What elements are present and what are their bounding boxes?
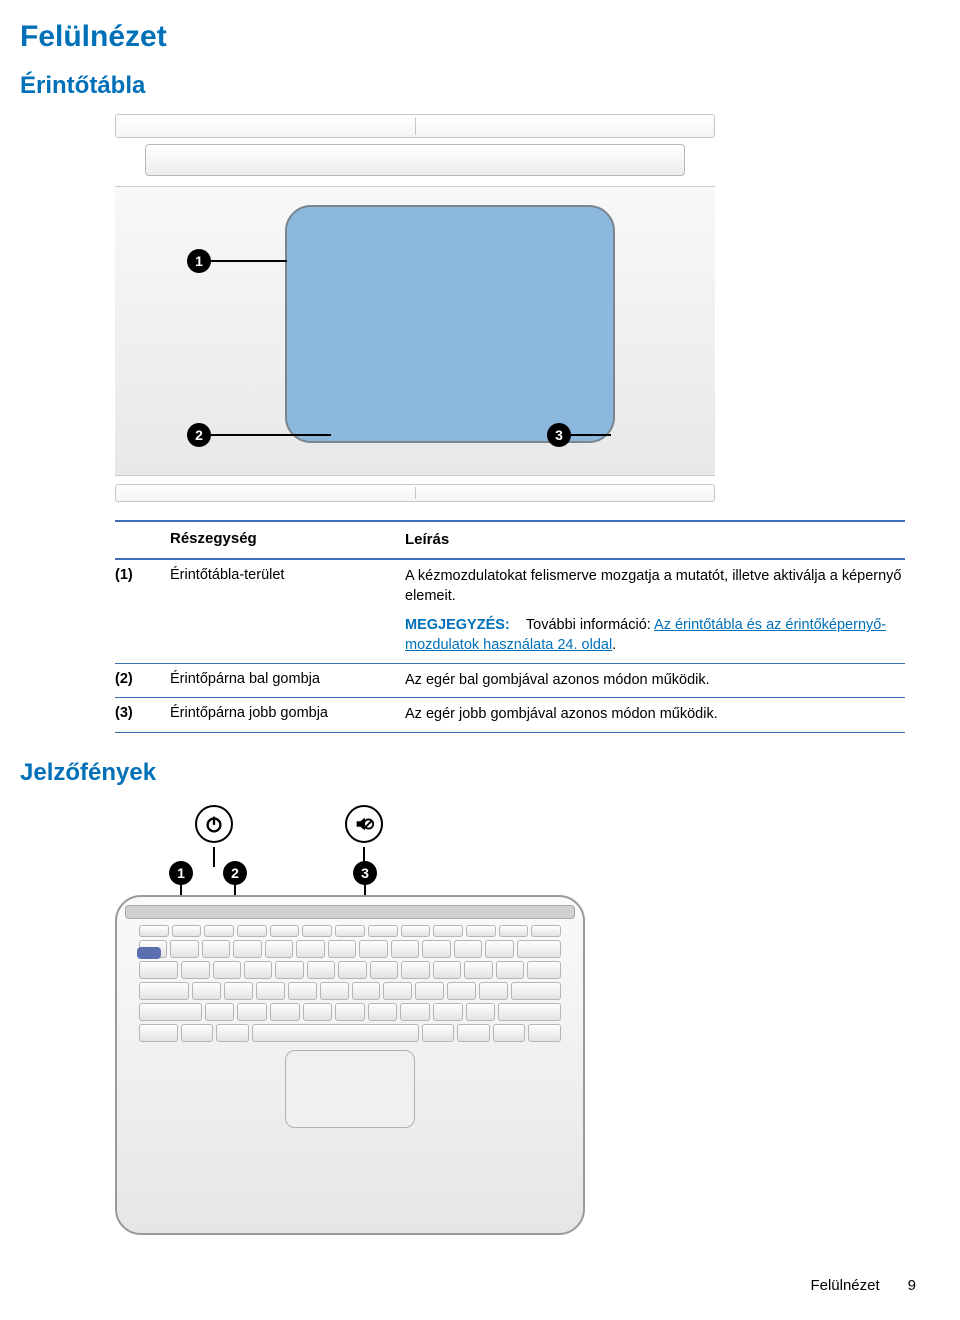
table-row: (1) Érintőtábla-terület A kézmozdulatoka…	[115, 560, 905, 663]
page-footer: Felülnézet 9	[810, 1277, 916, 1294]
row-description: Az egér bal gombjával azonos módon működ…	[405, 671, 905, 691]
callout-badge-3: 3	[353, 861, 377, 885]
table-row: (2) Érintőpárna bal gombja Az egér bal g…	[115, 664, 905, 699]
row-description: Az egér jobb gombjával azonos módon műkö…	[405, 705, 905, 725]
table-header-description: Leírás	[405, 530, 905, 550]
section-heading-lights: Jelzőfények	[20, 759, 920, 787]
mute-icon	[345, 805, 383, 843]
lights-figure: 1 2 3	[115, 801, 585, 1235]
row-number: (3)	[115, 705, 170, 721]
row-name: Érintőtábla-terület	[170, 567, 405, 583]
row-number: (1)	[115, 567, 170, 583]
touchpad-figure: 1 2 3	[115, 114, 715, 502]
row-number: (2)	[115, 671, 170, 687]
table-row: (3) Érintőpárna jobb gombja Az egér jobb…	[115, 698, 905, 733]
power-icon	[195, 805, 233, 843]
callout-badge-1: 1	[169, 861, 193, 885]
page-title: Felülnézet	[20, 20, 920, 54]
row-description: A kézmozdulatokat felismerve mozgatja a …	[405, 567, 905, 655]
callout-badge-3: 3	[547, 423, 571, 447]
footer-section: Felülnézet	[810, 1277, 879, 1294]
callout-badge-2: 2	[223, 861, 247, 885]
section-heading-touchpad: Érintőtábla	[20, 72, 920, 100]
row-name: Érintőpárna bal gombja	[170, 671, 405, 687]
callout-badge-1: 1	[187, 249, 211, 273]
footer-page-number: 9	[908, 1277, 916, 1294]
table-header-component: Részegység	[170, 530, 405, 550]
callout-badge-2: 2	[187, 423, 211, 447]
component-table: Részegység Leírás (1) Érintőtábla-terüle…	[115, 520, 905, 733]
note-label: MEGJEGYZÉS:	[405, 617, 510, 633]
row-name: Érintőpárna jobb gombja	[170, 705, 405, 721]
